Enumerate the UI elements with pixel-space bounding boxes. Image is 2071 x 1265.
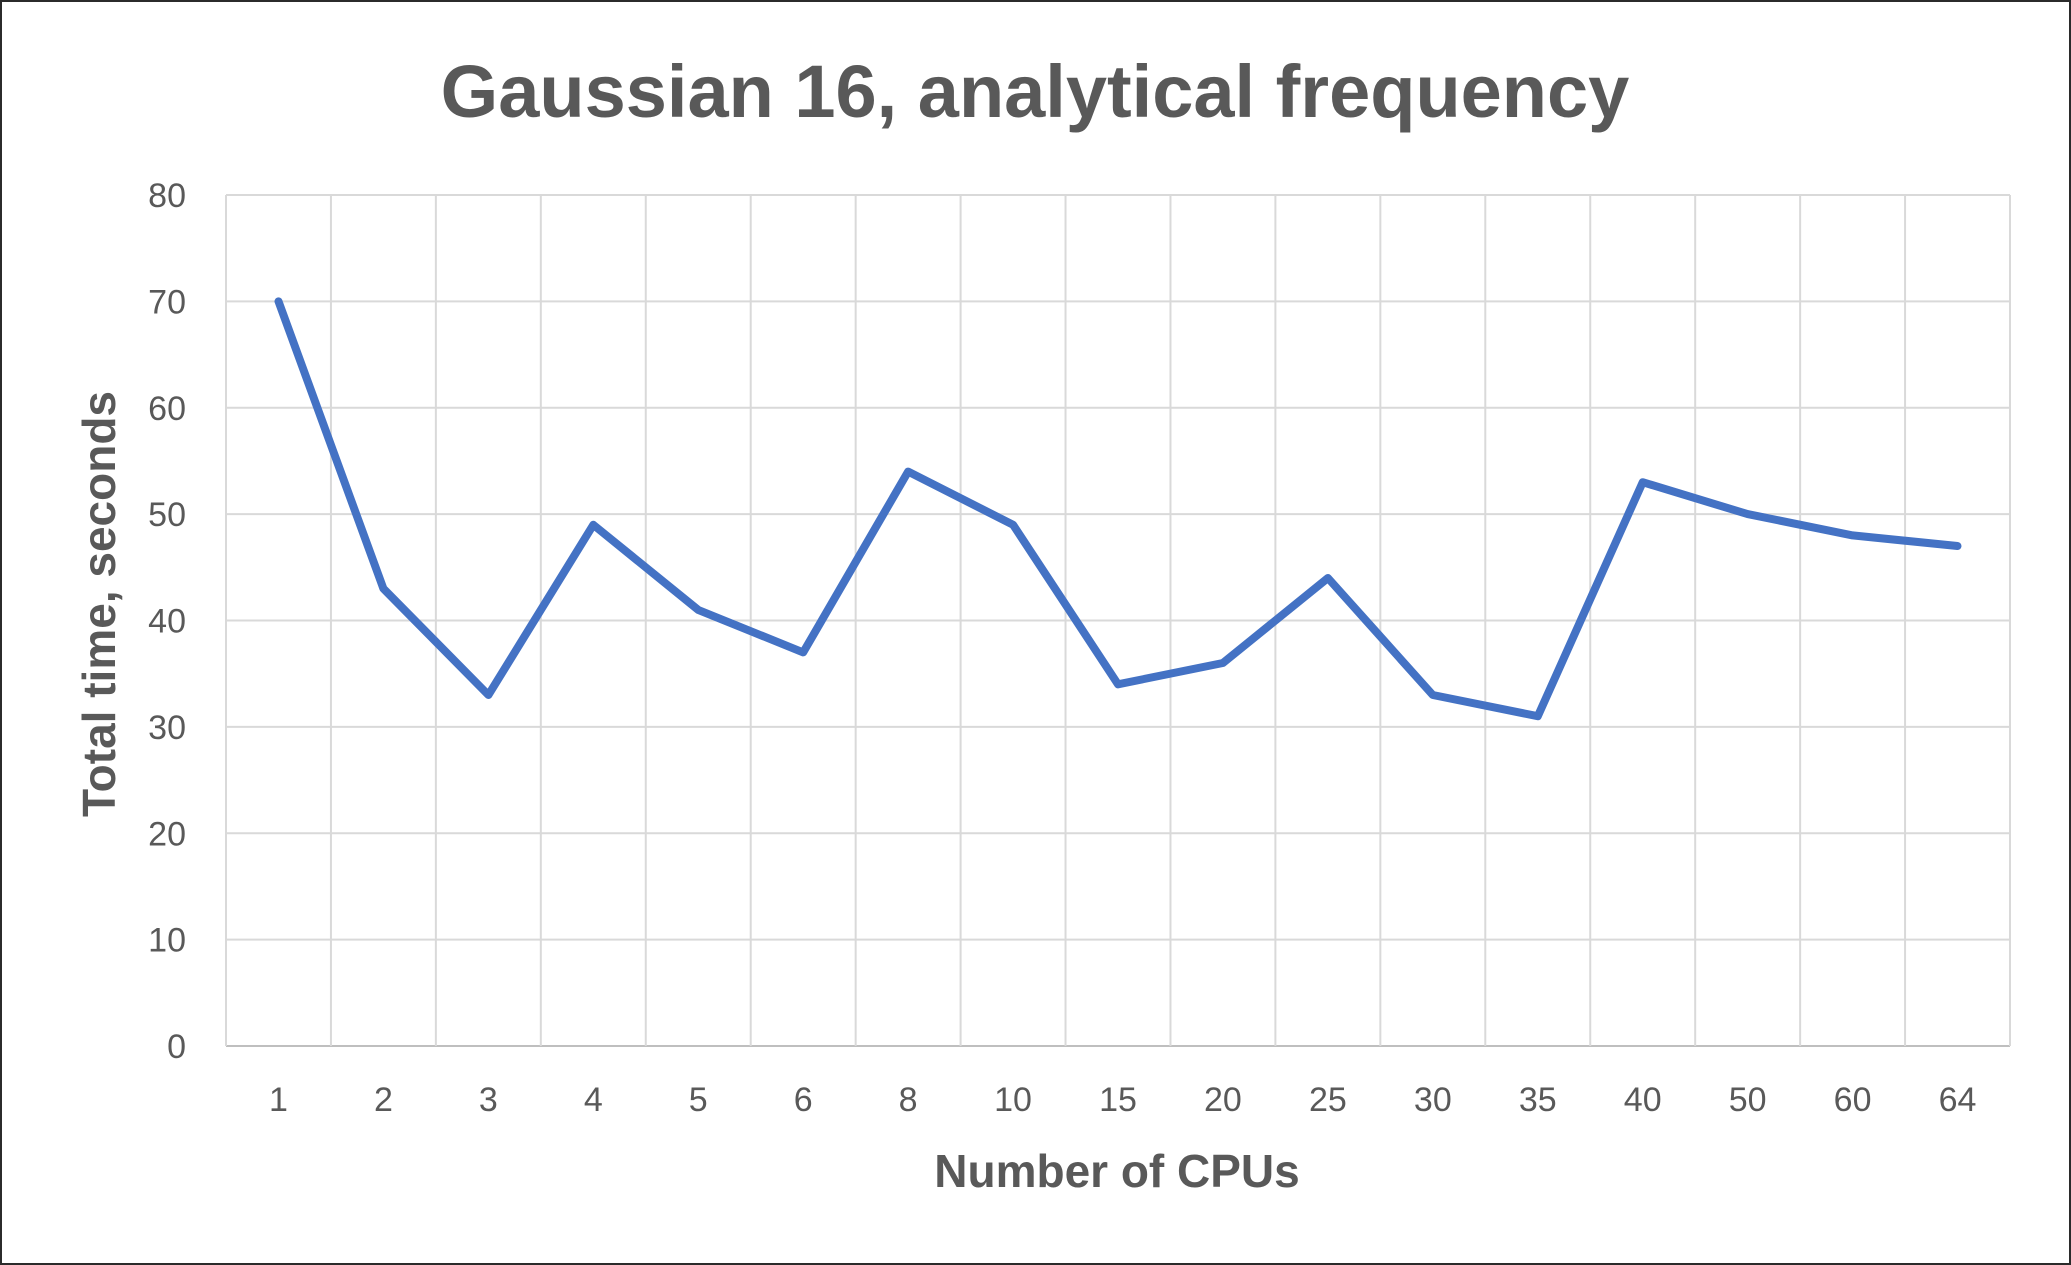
data-point	[485, 691, 492, 698]
x-tick-label: 3	[479, 1081, 498, 1119]
y-tick-label: 0	[167, 1028, 186, 1066]
x-tick-label: 2	[374, 1081, 393, 1119]
data-point	[905, 468, 912, 475]
x-tick-label: 20	[1204, 1081, 1242, 1119]
data-point	[1010, 521, 1017, 528]
data-point	[1534, 713, 1541, 720]
x-tick-label: 6	[794, 1081, 813, 1119]
data-point	[1115, 681, 1121, 688]
x-tick-label: 8	[899, 1081, 918, 1119]
x-tick-label: 5	[689, 1081, 708, 1119]
x-tick-label: 10	[994, 1081, 1032, 1119]
y-axis-title: Total time, seconds	[73, 391, 125, 817]
data-point	[1744, 511, 1751, 518]
data-point	[695, 606, 702, 613]
y-tick-label: 60	[148, 390, 186, 428]
data-point	[800, 649, 807, 656]
x-tick-label: 4	[584, 1081, 603, 1119]
gridlines	[225, 194, 2011, 1047]
x-tick-label: 40	[1624, 1081, 1662, 1119]
data-point	[1324, 574, 1331, 581]
x-tick-label: 1	[269, 1081, 288, 1119]
y-tick-label: 40	[148, 603, 186, 641]
data-point	[1639, 479, 1646, 486]
data-point	[1429, 691, 1436, 698]
x-tick-label: 64	[1939, 1081, 1977, 1119]
x-axis-ticks: 1 2 3 4 5 6 8 10 15 20 25 30 35 40 50 60 64	[269, 1081, 1976, 1119]
data-point	[1849, 532, 1856, 539]
y-tick-label: 70	[148, 283, 186, 321]
x-tick-label: 25	[1309, 1081, 1347, 1119]
data-point	[380, 585, 387, 592]
data-point	[590, 521, 597, 528]
y-tick-label: 10	[148, 922, 186, 960]
x-tick-label: 60	[1834, 1081, 1872, 1119]
chart-title: Gaussian 16, analytical frequency	[441, 50, 1630, 133]
x-axis-title: Number of CPUs	[934, 1145, 1299, 1197]
y-tick-label: 20	[148, 815, 186, 853]
y-axis-ticks: 0 10 20 30 40 50 60 70 80	[148, 177, 186, 1066]
data-point	[1219, 660, 1226, 667]
y-tick-label: 30	[148, 709, 186, 747]
x-tick-label: 15	[1099, 1081, 1137, 1119]
x-tick-label: 35	[1519, 1081, 1557, 1119]
y-tick-label: 80	[148, 177, 186, 215]
x-tick-label: 30	[1414, 1081, 1452, 1119]
series-group	[274, 297, 1962, 721]
data-point	[275, 298, 282, 305]
series-line	[274, 297, 1962, 721]
y-tick-label: 50	[148, 496, 186, 534]
data-point	[1954, 543, 1961, 550]
x-tick-label: 50	[1729, 1081, 1767, 1119]
